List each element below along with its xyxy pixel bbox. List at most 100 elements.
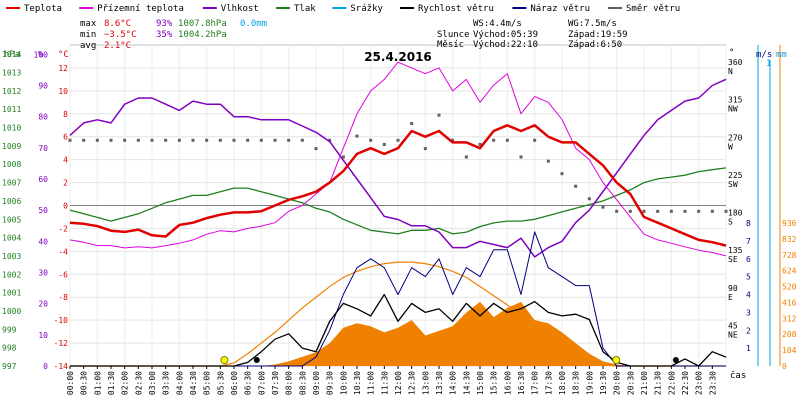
direction-tick-name: S — [728, 218, 733, 227]
series-line-vlhkost — [69, 78, 727, 258]
moonset: Západ:6:50 — [568, 40, 622, 50]
hpa-tick: 1008 — [2, 160, 21, 169]
direction-tick-name: SE — [728, 255, 738, 264]
time-tick-label: 10:30 — [353, 371, 362, 395]
wind-direction-dot — [628, 209, 632, 213]
hpa-axis: 1014 1013 1012 1011 1010 1009 1008 1007 1006 1005… — [2, 50, 21, 371]
time-tick-label: 18:00 — [558, 371, 567, 395]
direction-tick-name: N — [728, 67, 733, 76]
wind-direction-dot — [68, 138, 72, 142]
time-tick-label: 22:00 — [667, 371, 676, 395]
time-tick-label: 03:30 — [162, 371, 171, 395]
time-tick-label: 18:30 — [572, 371, 581, 395]
solar-tick: 416 — [782, 298, 797, 307]
chart-title: 25.4.2016 — [364, 50, 432, 64]
wind-direction-dot — [205, 138, 209, 142]
wind-direction-dot — [164, 138, 168, 142]
hpa-tick: 1007 — [2, 179, 21, 188]
hpa-tick: 999 — [2, 325, 17, 334]
time-tick-label: 02:30 — [134, 371, 143, 395]
solar-tick: 728 — [782, 251, 797, 260]
time-tick-label: 20:30 — [626, 371, 635, 395]
time-tick-label: 11:00 — [367, 371, 376, 395]
wind-direction-dot — [574, 184, 578, 188]
legend-label: Srážky — [350, 4, 383, 14]
time-tick-label: 15:30 — [490, 371, 499, 395]
time-tick-label: 20:00 — [613, 371, 622, 395]
wind-direction-dot — [232, 138, 236, 142]
direction-tick-name: NE — [728, 330, 738, 339]
sun-label: Slunce — [437, 30, 470, 40]
time-tick-label: 12:30 — [408, 371, 417, 395]
wind-direction-dot — [314, 147, 318, 151]
legend-label: Teplota — [24, 4, 62, 14]
moon-marker — [672, 357, 679, 363]
time-tick-label: 19:30 — [599, 371, 608, 395]
time-tick-label: 23:30 — [708, 371, 717, 395]
temp-tick: 0 — [63, 202, 68, 211]
legend-label: Náraz větru — [530, 4, 590, 14]
direction-tick-degree: 315 — [728, 96, 743, 105]
hpa-axis-label: hPa — [4, 50, 20, 60]
wind-direction-dot — [287, 138, 291, 142]
wind-direction-dot — [246, 138, 250, 142]
time-tick-label: 21:00 — [640, 371, 649, 395]
hpa-tick: 1002 — [2, 270, 21, 279]
time-tick-label: 21:30 — [654, 371, 663, 395]
wind-direction-dot — [123, 138, 127, 142]
hpa-tick: 1011 — [2, 105, 21, 114]
wind-tick: 8 — [746, 219, 751, 228]
stats-max-label: max — [80, 19, 97, 29]
humidity-tick: 90 — [38, 82, 48, 91]
wind-tick: 5 — [746, 273, 751, 282]
time-tick-label: 15:00 — [476, 371, 485, 395]
wind-direction-dot — [423, 147, 427, 151]
time-tick-label: 08:30 — [298, 371, 307, 395]
hpa-tick: 997 — [2, 362, 17, 371]
wind-direction-dot — [382, 142, 386, 146]
wind-direction-dot — [587, 197, 591, 201]
solar-tick: 312 — [782, 314, 797, 323]
wind-direction-dot — [177, 138, 181, 142]
hpa-tick: 1005 — [2, 215, 21, 224]
direction-tick-degree: 135 — [728, 246, 743, 255]
solar-tick: 520 — [782, 283, 797, 292]
wind-direction-dot — [410, 122, 414, 126]
temp-tick: 10 — [58, 87, 68, 96]
wind-direction-layer — [68, 113, 728, 213]
wind-direction-dot — [273, 138, 277, 142]
time-tick-label: 03:00 — [148, 371, 157, 395]
wind-direction-dot — [683, 209, 687, 213]
time-tick-label: 16:00 — [503, 371, 512, 395]
humidity-tick: 0 — [43, 362, 48, 371]
humidity-tick: 20 — [38, 300, 48, 309]
wind-tick: 7 — [746, 237, 751, 246]
legend-label: Tlak — [294, 4, 316, 14]
time-tick-label: 14:30 — [462, 371, 471, 395]
wind-direction-dot — [697, 209, 701, 213]
humidity-tick: 70 — [38, 144, 48, 153]
wind-direction-dot — [505, 138, 509, 142]
stats-max-press: 1007.8hPa — [178, 19, 227, 29]
direction-tick-degree: 180 — [728, 209, 743, 218]
hpa-tick: 1003 — [2, 252, 21, 261]
stats-min-temp: −3.5°C — [104, 30, 137, 40]
time-tick-label: 12:00 — [394, 371, 403, 395]
wind-direction-dot — [656, 209, 660, 213]
wind-direction-dot — [95, 138, 99, 142]
humidity-tick: 80 — [38, 113, 48, 122]
hpa-tick: 1000 — [2, 307, 21, 316]
legend-label: Směr větru — [626, 4, 680, 14]
solar-tick: 0 — [782, 362, 787, 371]
direction-tick-name: E — [728, 293, 733, 302]
legend-label: Rychlost větru — [418, 4, 494, 14]
wind-direction-dot — [519, 155, 523, 159]
temp-tick: 4 — [63, 156, 68, 165]
time-tick-label: 07:00 — [257, 371, 266, 395]
wind-direction-dot — [601, 205, 605, 209]
wind-direction-dot — [533, 138, 537, 142]
humidity-tick: 10 — [38, 331, 48, 340]
time-tick-label: 11:30 — [380, 371, 389, 395]
solar-tick: 624 — [782, 267, 797, 276]
moon-label: Měsíc — [437, 40, 464, 50]
